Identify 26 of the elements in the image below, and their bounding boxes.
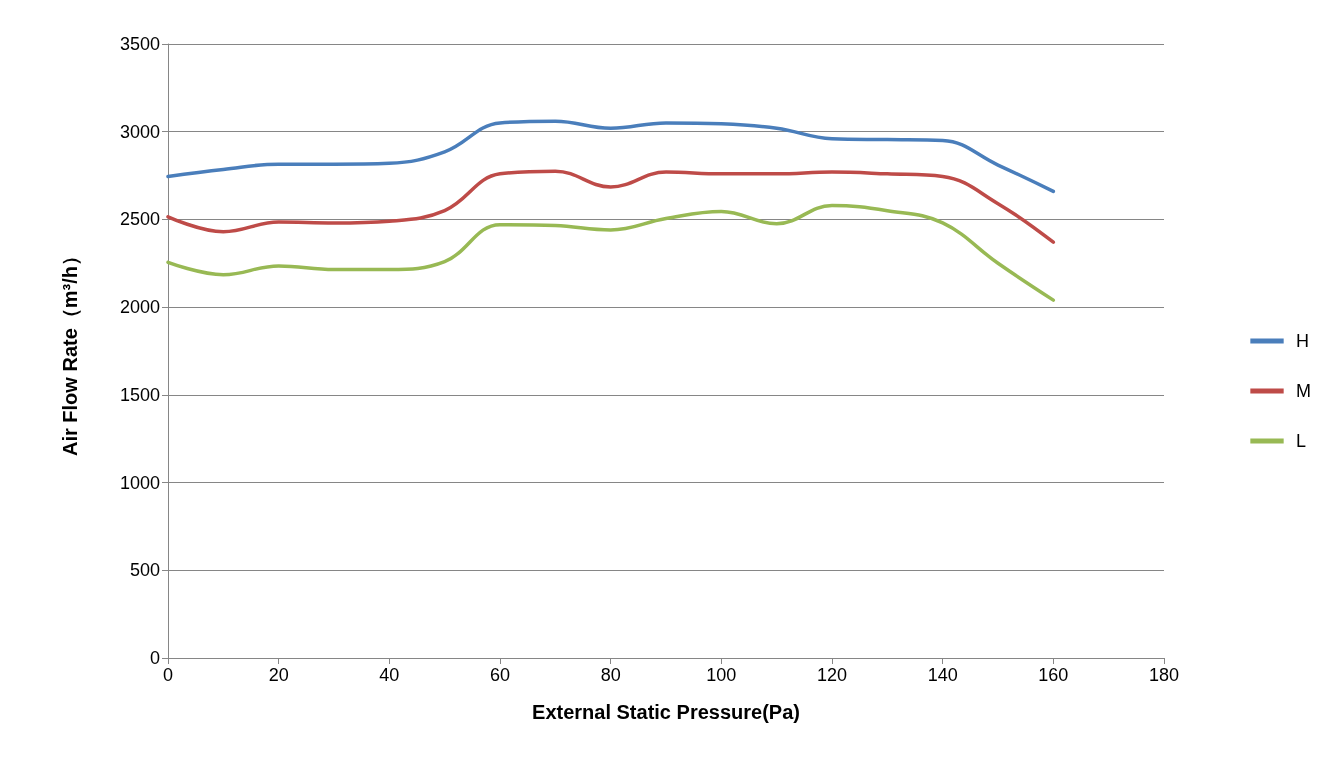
line-series [166, 203, 1056, 302]
x-tick-label: 80 [600, 665, 621, 685]
y-tick-label: 1000 [119, 472, 160, 493]
legend-label: L [1296, 431, 1307, 451]
y-tick-label: 500 [129, 560, 160, 581]
y-tick-label: 2500 [119, 209, 160, 230]
line-series [166, 119, 1056, 194]
y-axis-title: Air Flow Rate（m³/h） [59, 245, 81, 457]
line-series [166, 169, 1056, 244]
x-tick-label: 140 [927, 665, 958, 685]
y-tick-label: 3500 [119, 34, 160, 54]
x-tick-label: 160 [1038, 665, 1069, 685]
x-tick-label: 60 [489, 665, 511, 685]
x-tick-label: 0 [162, 665, 174, 685]
x-axis-title: External Static Pressure(Pa) [532, 701, 800, 723]
legend-label: M [1296, 381, 1312, 401]
x-tick-label: 120 [816, 665, 848, 685]
x-tick-label: 100 [706, 665, 737, 685]
y-tick-label: 1500 [119, 384, 160, 405]
legend-label: H [1296, 331, 1310, 351]
y-tick-label: 0 [149, 648, 160, 668]
x-tick-label: 40 [379, 665, 400, 685]
x-tick-label: 20 [268, 665, 289, 685]
y-tick-label: 2000 [119, 297, 160, 318]
x-tick-label: 180 [1148, 665, 1180, 685]
y-tick-label: 3000 [119, 121, 160, 142]
